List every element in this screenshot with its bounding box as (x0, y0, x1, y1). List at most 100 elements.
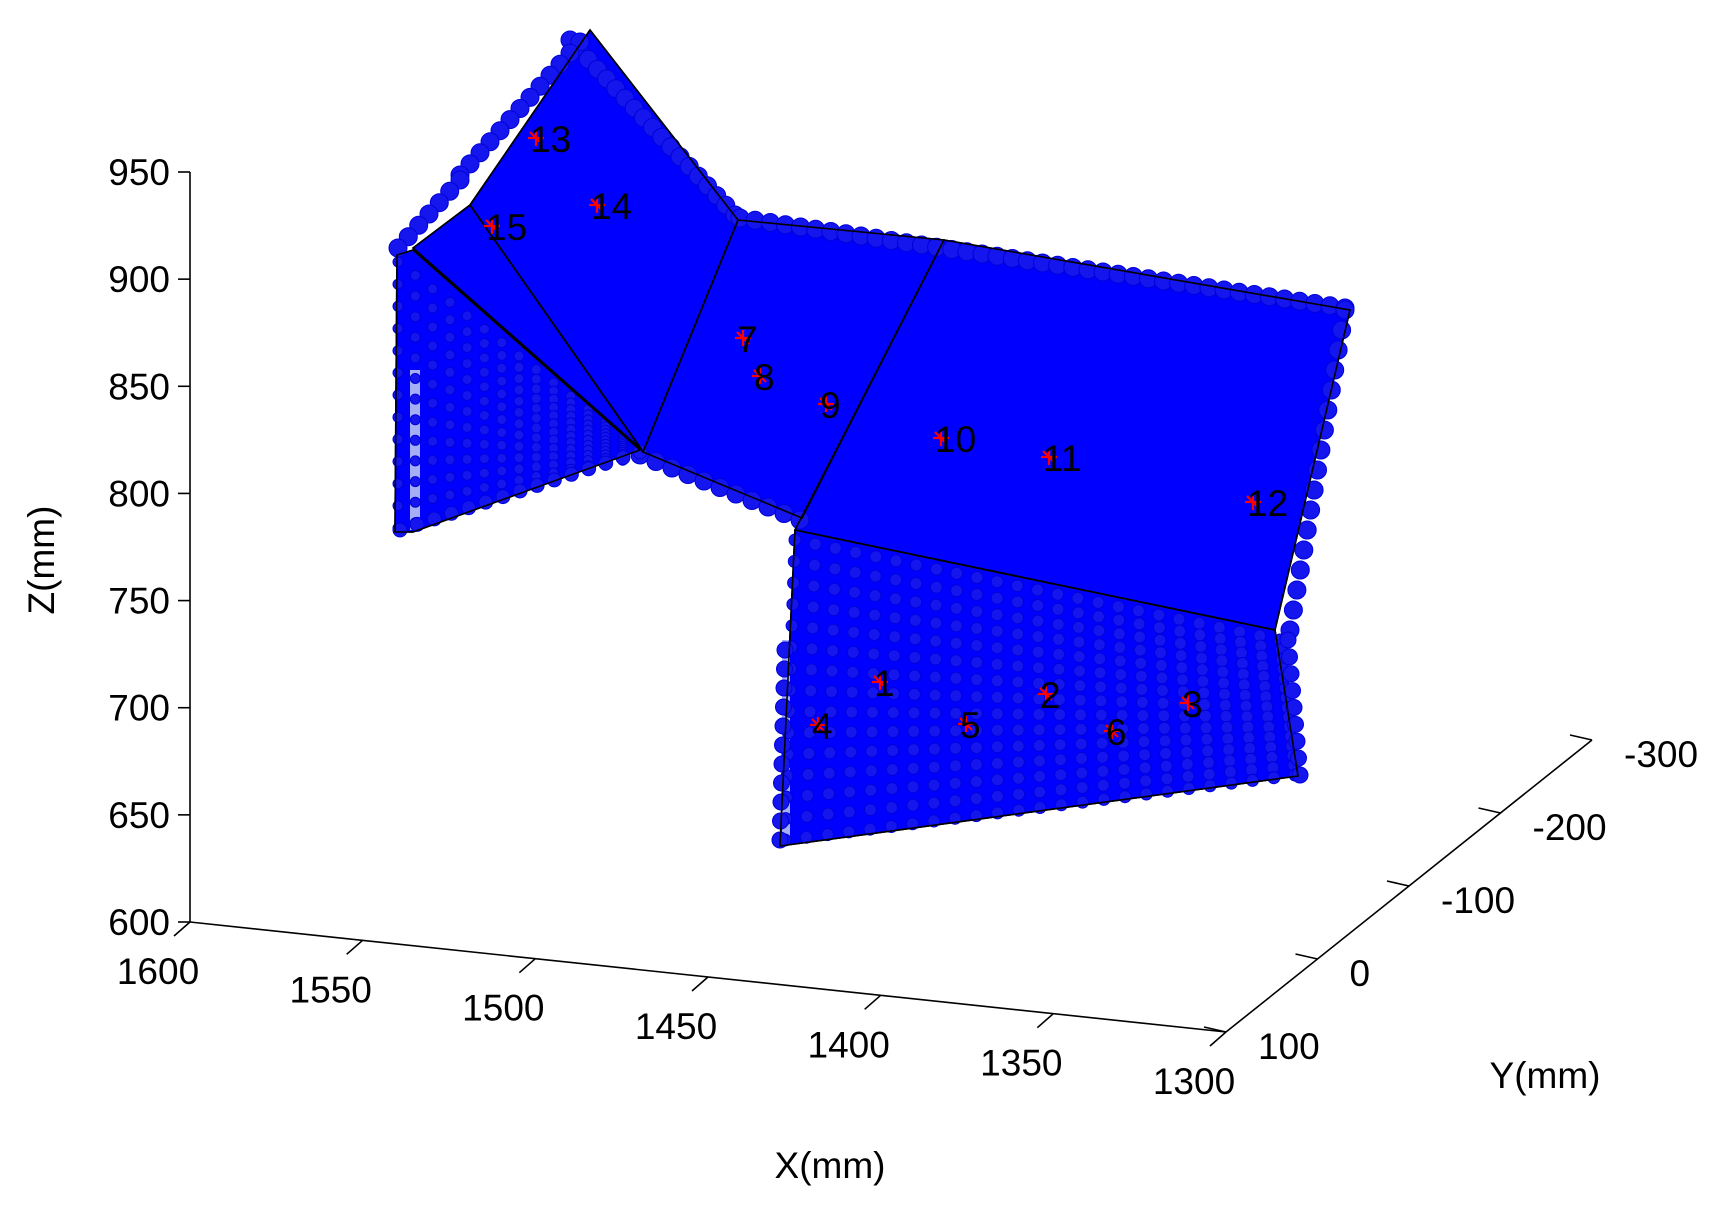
cloud-point (546, 472, 562, 488)
cloud-point (1092, 624, 1106, 638)
cloud-point (1243, 742, 1257, 755)
cloud-point (969, 741, 983, 755)
cloud-point (950, 584, 963, 598)
cloud-point (1051, 602, 1065, 616)
cloud-point (513, 373, 525, 385)
point-marker (590, 198, 604, 212)
cloud-point (1117, 763, 1131, 776)
cloud-point (1011, 627, 1025, 641)
z-tick-label: 650 (108, 795, 170, 836)
cloud-point (887, 649, 901, 663)
cloud-point (949, 706, 963, 720)
point-13: 13 (528, 119, 571, 160)
z-tick-label: 850 (108, 366, 170, 407)
cloud-point (1031, 599, 1045, 612)
cloud-point (1282, 665, 1300, 683)
cloud-point (846, 665, 860, 679)
cloud-point (775, 698, 792, 716)
cloud-point (821, 807, 835, 821)
cloud-point (1200, 732, 1214, 746)
point-9: 9 (818, 385, 841, 426)
cloud-point (1157, 721, 1171, 735)
cloud-point (930, 562, 943, 576)
cloud-point (929, 634, 943, 648)
cloud-point (1071, 606, 1085, 620)
cloud-point (907, 687, 921, 701)
cloud-point (530, 441, 542, 453)
point-12: 12 (1245, 483, 1288, 524)
cloud-point (808, 558, 822, 572)
panel-edges (394, 28, 1351, 847)
cloud-point (805, 642, 819, 656)
cloud-point (928, 724, 942, 738)
cloud-point (1213, 632, 1227, 646)
cloud-point (1094, 694, 1108, 708)
cloud-point (496, 337, 508, 349)
cloud-point (409, 373, 421, 384)
point-marker (1039, 687, 1053, 701)
cloud-point (1202, 756, 1215, 770)
cloud-point (1011, 707, 1025, 721)
cloud-point (444, 419, 456, 431)
cloud-point (802, 726, 816, 740)
cloud-point (1181, 769, 1195, 783)
x-tick-label: 1450 (635, 1006, 717, 1047)
point-marker (753, 369, 767, 383)
cloud-point (461, 469, 473, 481)
cloud-point (773, 755, 791, 773)
cloud-point (908, 669, 922, 683)
cloud-point (1113, 640, 1127, 654)
cloud-point (806, 621, 820, 635)
cloud-point (1118, 776, 1131, 790)
cloud-point (1094, 680, 1107, 694)
cloud-point (1031, 583, 1044, 597)
point-label: 2 (1040, 675, 1061, 716)
cloud-point (1072, 650, 1086, 663)
cloud-point (1223, 754, 1237, 768)
point-3: 3 (1180, 684, 1203, 725)
cloud-point (1074, 737, 1088, 751)
cloud-point (824, 705, 838, 719)
cloud-point (949, 654, 963, 668)
cloud-point (867, 647, 881, 661)
cloud-point (461, 421, 473, 433)
cloud-point (513, 452, 525, 464)
x-tick-label: 1500 (462, 988, 544, 1029)
cloud-point (1111, 600, 1125, 614)
cloud-point (990, 641, 1004, 655)
cloud-point (1311, 440, 1331, 460)
x-tick-mark (691, 976, 709, 992)
cloud-point (461, 326, 473, 338)
cloud-point (496, 427, 508, 438)
cloud-point (845, 705, 859, 719)
cloud-point (461, 358, 473, 370)
cloud-point (1172, 612, 1186, 626)
cloud-point (1071, 591, 1085, 605)
cloud-point (1075, 766, 1089, 780)
cloud-point (909, 595, 923, 609)
cloud-point (1073, 693, 1087, 707)
cloud-point (409, 393, 421, 405)
point-label: 5 (960, 705, 981, 746)
point-label: 8 (754, 357, 775, 398)
cloud-point (427, 378, 439, 390)
cloud-point (1285, 699, 1303, 716)
cloud-point (842, 805, 856, 819)
cloud-point (392, 433, 404, 445)
cloud-point (409, 331, 421, 343)
cloud-point (869, 550, 883, 564)
cloud-point (1092, 638, 1106, 652)
cloud-point (513, 407, 525, 418)
cloud-point (929, 598, 943, 612)
cloud-point (1294, 540, 1314, 560)
point-marker (485, 219, 499, 233)
cloud-point (1135, 682, 1149, 696)
cloud-point (1203, 779, 1217, 793)
cloud-point (444, 314, 456, 326)
cloud-point (822, 766, 836, 780)
cloud-point (867, 628, 881, 641)
cloud-point (828, 562, 842, 576)
cloud-point (1073, 679, 1087, 693)
cloud-point (1287, 715, 1304, 733)
cloud-point (1093, 666, 1107, 680)
